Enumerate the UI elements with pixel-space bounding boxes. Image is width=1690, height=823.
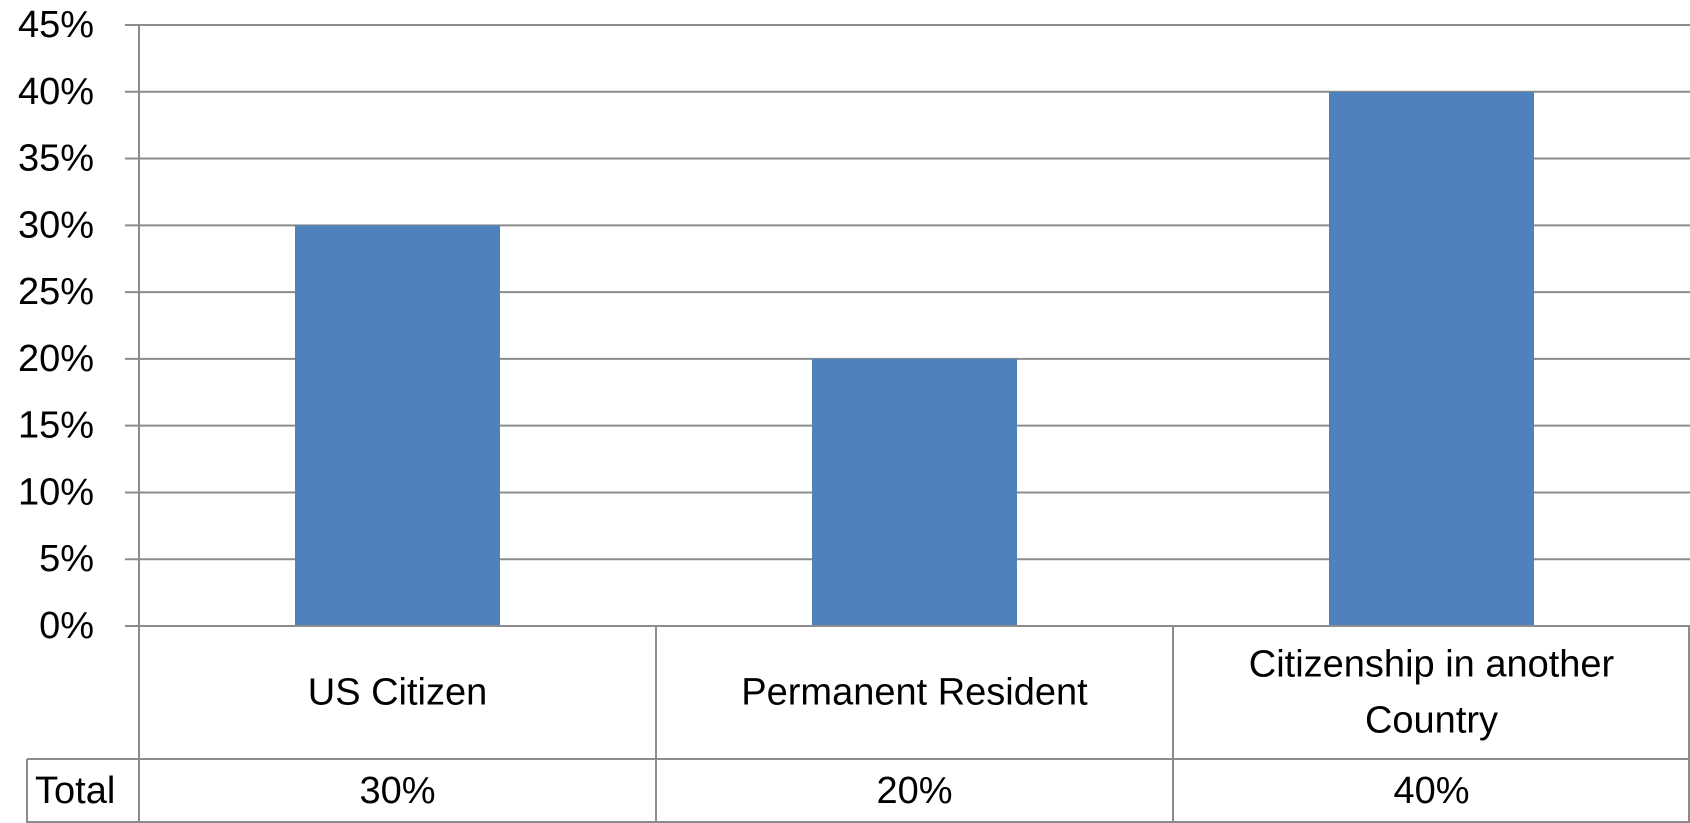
category-label: Citizenship in another bbox=[1249, 644, 1615, 686]
table-series-name: Total bbox=[35, 770, 115, 812]
bar bbox=[812, 358, 1017, 626]
bar bbox=[1329, 91, 1534, 627]
category-label: Country bbox=[1365, 700, 1498, 742]
y-tick-label: 35% bbox=[18, 138, 94, 180]
y-tick-label: 15% bbox=[18, 405, 94, 447]
category-label: Permanent Resident bbox=[741, 672, 1088, 714]
y-tick-label: 20% bbox=[18, 338, 94, 380]
y-tick-label: 45% bbox=[18, 4, 94, 46]
y-tick-label: 0% bbox=[39, 605, 94, 647]
table-value-label: 30% bbox=[359, 770, 435, 812]
bars bbox=[295, 91, 1534, 627]
y-tick-label: 10% bbox=[18, 471, 94, 513]
bar bbox=[295, 225, 500, 627]
table-value-label: 20% bbox=[876, 770, 952, 812]
table-value-label: 40% bbox=[1393, 770, 1469, 812]
y-tick-label: 25% bbox=[18, 271, 94, 313]
category-label: US Citizen bbox=[308, 672, 488, 714]
y-axis: 0% 5% 10% 15% 20% 25% 30% 35% 40% 45% bbox=[18, 4, 140, 647]
y-tick-label: 30% bbox=[18, 204, 94, 246]
y-tick-label: 5% bbox=[39, 538, 94, 580]
data-table: Total US Citizen Permanent Resident Citize… bbox=[26, 625, 1690, 823]
y-tick-label: 40% bbox=[18, 71, 94, 113]
